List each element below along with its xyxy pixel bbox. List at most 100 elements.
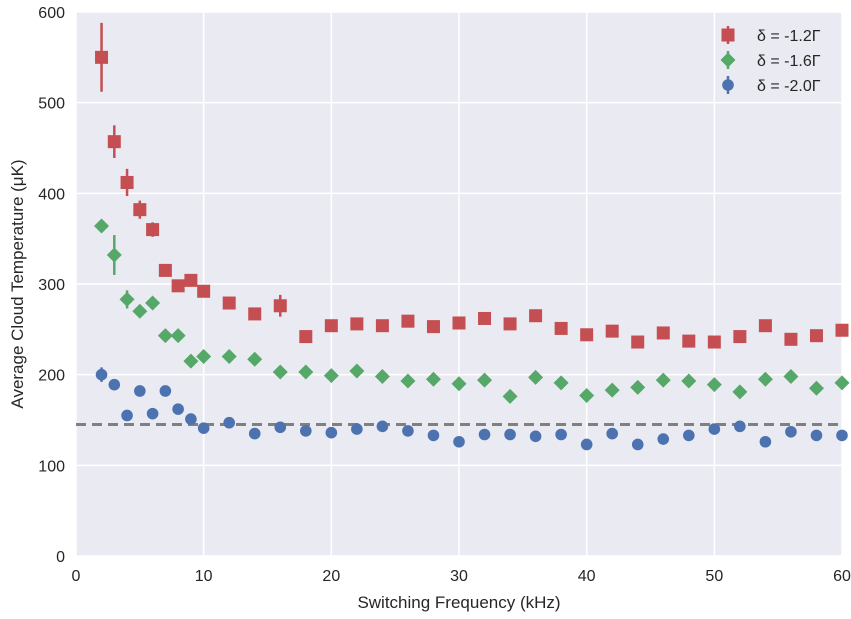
data-point [121,409,133,422]
legend-item: δ = -2.0Γ [722,76,821,95]
data-point [401,314,415,328]
data-point [248,307,262,321]
y-tick-label: 600 [38,5,65,22]
data-point [580,328,594,342]
legend-label: δ = -1.2Γ [757,28,821,45]
data-point [453,435,465,448]
data-point [402,425,414,437]
data-point [553,375,569,391]
data-point [197,284,211,298]
data-point [158,263,172,277]
data-point [528,369,544,385]
data-point [452,316,466,330]
data-point [107,135,121,149]
y-axis-label: Average Cloud Temperature (μK) [8,159,27,408]
data-point [809,329,823,343]
data-point [683,429,695,442]
data-point [758,319,772,333]
data-point [784,332,798,346]
data-point [656,326,670,340]
data-point [732,384,748,400]
data-point [108,378,121,391]
data-point [682,334,696,348]
data-point [733,330,747,344]
data-point [375,319,389,333]
data-point [555,428,567,441]
data-point [580,438,593,451]
data-marks [94,22,850,451]
data-point [504,428,516,441]
x-tick-label: 50 [705,568,723,585]
data-point [134,385,146,397]
data-point [502,388,518,404]
data-point [477,372,493,388]
data-point [325,426,338,439]
data-point [349,363,365,379]
data-point [681,373,697,389]
data-point [785,425,797,438]
data-point [836,429,848,442]
data-point [554,321,568,335]
legend-marker [722,79,734,91]
y-tick-label: 0 [56,549,65,566]
data-point [197,422,210,434]
data-point [272,364,288,380]
x-tick-label: 60 [833,568,851,585]
x-tick-label: 30 [450,568,468,585]
legend-marker [721,28,735,42]
data-point [172,403,184,415]
x-tick-label: 0 [72,568,81,585]
data-point [94,218,110,234]
data-point [324,319,338,333]
data-point [146,223,160,237]
grid [75,11,843,557]
data-point [707,335,721,349]
data-point [478,311,492,325]
legend-marker [720,52,736,68]
data-point [604,382,620,398]
legend-label: δ = -2.0Γ [757,78,821,95]
legend-item: δ = -1.2Γ [721,26,821,45]
data-point [170,328,186,344]
data-point [529,430,542,443]
x-tick-label: 40 [578,568,596,585]
data-point [95,368,108,381]
data-point [400,373,416,389]
y-tick-label: 300 [38,277,65,294]
y-tick-label: 500 [38,96,65,113]
legend-label: δ = -1.6Γ [757,53,821,70]
data-point [631,335,645,349]
data-point [631,438,644,451]
data-point [133,203,147,217]
data-point [427,429,440,442]
x-axis-label: Switching Frequency (kHz) [357,593,560,612]
data-point [374,368,390,384]
data-point [478,428,491,441]
data-point [222,296,236,310]
data-point [196,349,212,365]
data-point [159,385,172,397]
data-point [579,388,595,404]
data-point [184,273,198,287]
data-point [221,349,237,365]
data-point [734,420,746,433]
data-point [605,324,619,338]
data-point [274,421,287,434]
legend-item: δ = -1.6Γ [720,51,821,70]
x-tick-label: 20 [322,568,340,585]
data-point [835,323,849,337]
data-point [300,425,312,437]
data-point [834,375,850,391]
data-point [759,435,772,448]
data-point [185,413,197,425]
data-point [350,317,364,331]
data-point [425,371,441,387]
data-point [810,429,823,442]
y-tick-label: 400 [38,186,65,203]
data-point [145,295,161,311]
data-point [299,330,313,344]
data-point [783,368,799,384]
series-1 [95,22,849,349]
